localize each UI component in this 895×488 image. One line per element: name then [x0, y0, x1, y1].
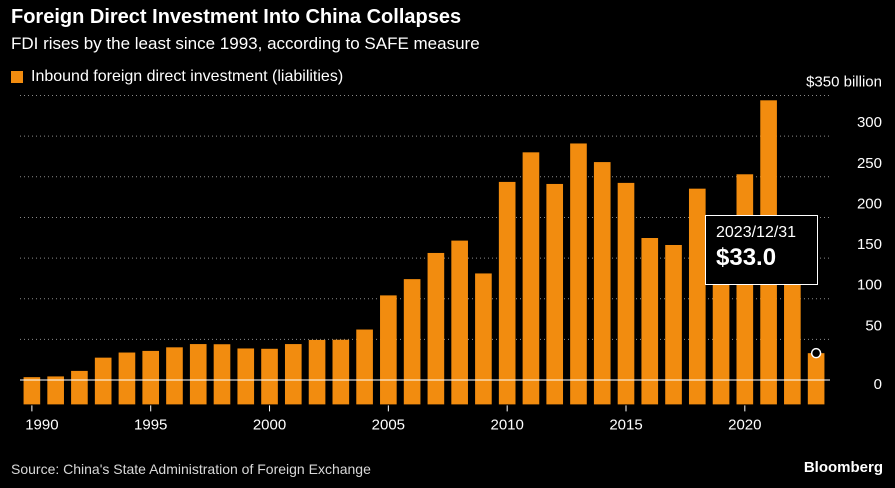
bar	[570, 143, 587, 405]
y-tick-label: 200	[857, 195, 882, 212]
bar	[688, 188, 706, 405]
bar	[736, 174, 754, 405]
bar	[356, 329, 373, 405]
y-tick-label: 50	[865, 317, 882, 334]
bar	[641, 238, 659, 405]
bar	[142, 350, 160, 405]
bar	[665, 244, 682, 405]
x-tick-label: 2015	[609, 416, 642, 433]
bar	[166, 347, 183, 405]
y-tick-label: 100	[857, 277, 882, 294]
bar	[284, 344, 302, 405]
bar	[308, 339, 326, 405]
bar	[332, 339, 350, 405]
bar	[47, 376, 64, 405]
bar	[23, 377, 41, 405]
bar	[498, 181, 516, 405]
callout-value: $33.0	[716, 244, 777, 271]
bar	[213, 344, 231, 405]
x-tick-label: 1995	[134, 416, 167, 433]
legend-label: Inbound foreign direct investment (liabi…	[31, 68, 344, 85]
bar	[593, 162, 611, 405]
y-tick-label: 150	[857, 236, 882, 253]
bar	[189, 344, 207, 405]
x-tick-label: 2000	[253, 416, 286, 433]
x-tick-label: 1990	[25, 416, 58, 433]
chart-subtitle: FDI rises by the least since 1993, accor…	[11, 34, 480, 53]
source-note: Source: China's State Administration of …	[11, 461, 371, 477]
y-tick-label: 300	[857, 114, 882, 131]
bar	[71, 370, 88, 405]
value-callout: 2023/12/31 $33.0	[705, 215, 818, 285]
bar	[475, 273, 492, 405]
brand-logo: Bloomberg	[803, 459, 883, 476]
x-tick-label: 2020	[728, 416, 761, 433]
bar	[380, 295, 397, 405]
bar	[403, 279, 421, 405]
highlight-marker	[810, 347, 822, 359]
bar	[237, 348, 255, 405]
bar	[261, 348, 278, 405]
bar	[118, 352, 136, 405]
bar	[94, 357, 112, 405]
y-tick-label: $350 billion	[806, 74, 882, 91]
y-tick-label: 250	[857, 155, 882, 172]
x-tick-label: 2010	[490, 416, 523, 433]
bar	[807, 353, 825, 405]
bar	[522, 152, 540, 405]
y-tick-label: 0	[874, 376, 882, 393]
chart-title: Foreign Direct Investment Into China Col…	[11, 6, 462, 28]
callout-date: 2023/12/31	[716, 224, 797, 241]
legend: Inbound foreign direct investment (liabi…	[11, 68, 343, 86]
bar	[451, 240, 468, 405]
legend-swatch	[11, 71, 23, 83]
x-tick-label: 2005	[372, 416, 405, 433]
bar	[427, 252, 445, 405]
bar	[546, 183, 564, 405]
bar	[617, 182, 635, 405]
